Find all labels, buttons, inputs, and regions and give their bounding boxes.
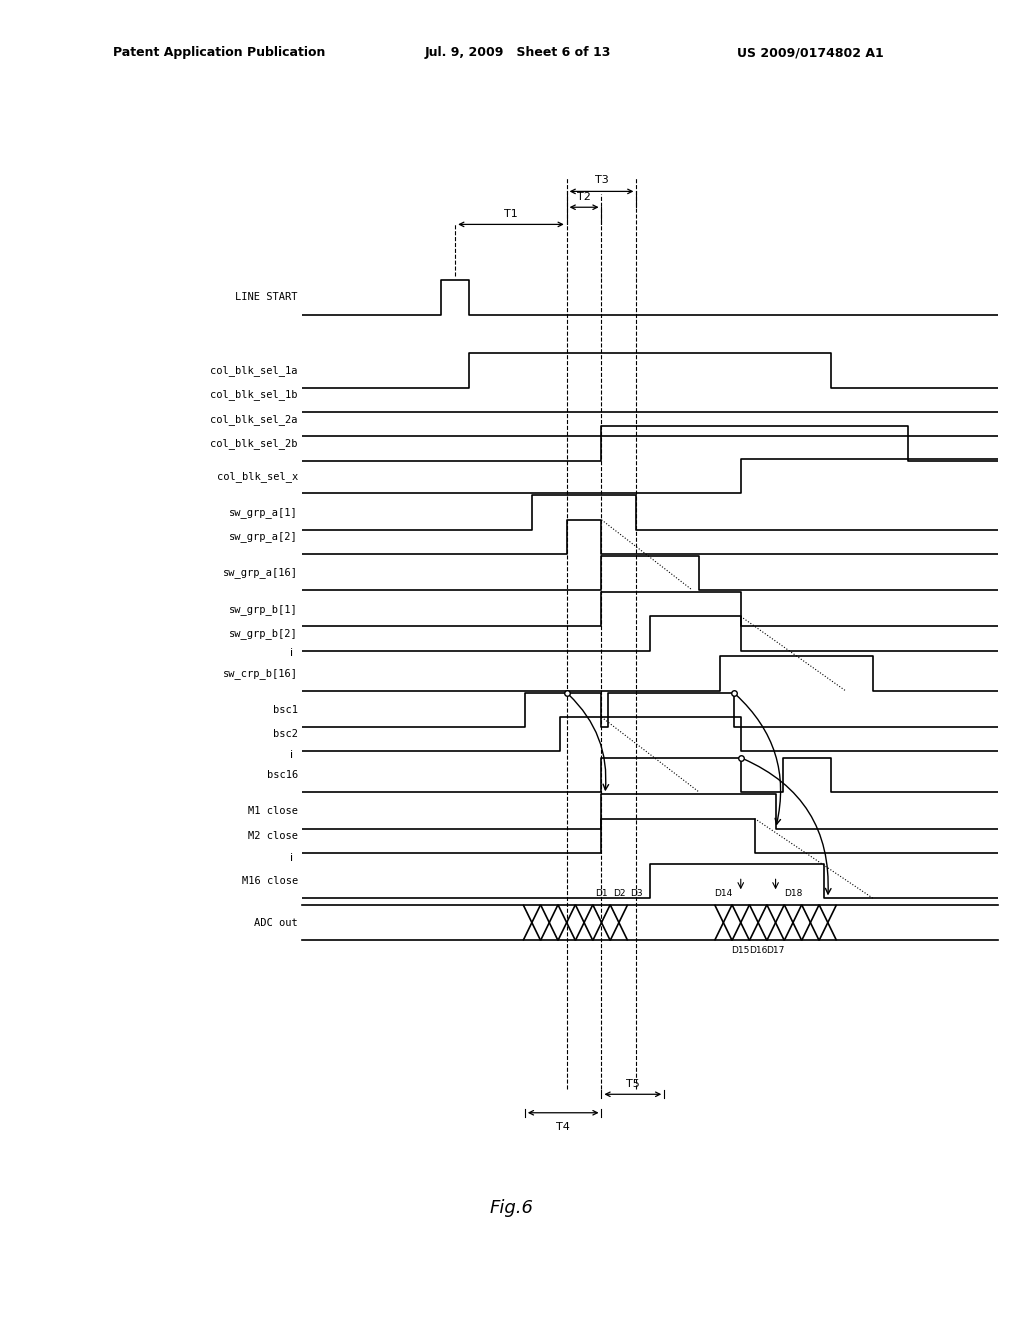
Text: col_blk_sel_2b: col_blk_sel_2b (211, 438, 298, 449)
Text: sw_grp_b[1]: sw_grp_b[1] (229, 603, 298, 615)
Text: sw_crp_b[16]: sw_crp_b[16] (223, 668, 298, 678)
Text: D1: D1 (595, 888, 608, 898)
Text: sw_grp_a[2]: sw_grp_a[2] (229, 532, 298, 543)
Text: T4: T4 (556, 1122, 570, 1133)
Text: D2: D2 (612, 888, 626, 898)
Text: T5: T5 (626, 1078, 640, 1089)
Text: col_blk_sel_1b: col_blk_sel_1b (211, 389, 298, 400)
Text: sw_grp_a[1]: sw_grp_a[1] (229, 507, 298, 517)
Text: Patent Application Publication: Patent Application Publication (113, 46, 325, 59)
Text: sw_grp_a[16]: sw_grp_a[16] (223, 568, 298, 578)
Text: D14: D14 (714, 888, 732, 898)
Text: Jul. 9, 2009   Sheet 6 of 13: Jul. 9, 2009 Sheet 6 of 13 (425, 46, 611, 59)
Text: M2 close: M2 close (248, 830, 298, 841)
Text: T2: T2 (578, 191, 591, 202)
Text: bsc1: bsc1 (273, 705, 298, 715)
Text: col_blk_sel_2a: col_blk_sel_2a (211, 413, 298, 425)
Text: US 2009/0174802 A1: US 2009/0174802 A1 (737, 46, 884, 59)
Text: ADC out: ADC out (254, 917, 298, 928)
Text: i: i (290, 648, 293, 659)
Text: M1 close: M1 close (248, 807, 298, 816)
Text: M16 close: M16 close (242, 876, 298, 886)
Text: sw_grp_b[2]: sw_grp_b[2] (229, 628, 298, 639)
Text: i: i (290, 854, 293, 863)
Text: D17: D17 (766, 946, 784, 956)
Text: D15: D15 (731, 946, 750, 956)
Text: col_blk_sel_1a: col_blk_sel_1a (211, 366, 298, 376)
Text: LINE START: LINE START (236, 293, 298, 302)
Text: Fig.6: Fig.6 (490, 1199, 534, 1217)
Text: bsc2: bsc2 (273, 729, 298, 739)
Text: D16: D16 (749, 946, 767, 956)
Text: bsc16: bsc16 (266, 770, 298, 780)
Text: T3: T3 (595, 174, 608, 185)
Text: D18: D18 (783, 888, 802, 898)
Text: i: i (290, 750, 293, 759)
Text: T1: T1 (504, 209, 518, 219)
Text: D3: D3 (630, 888, 643, 898)
Text: col_blk_sel_x: col_blk_sel_x (217, 471, 298, 482)
